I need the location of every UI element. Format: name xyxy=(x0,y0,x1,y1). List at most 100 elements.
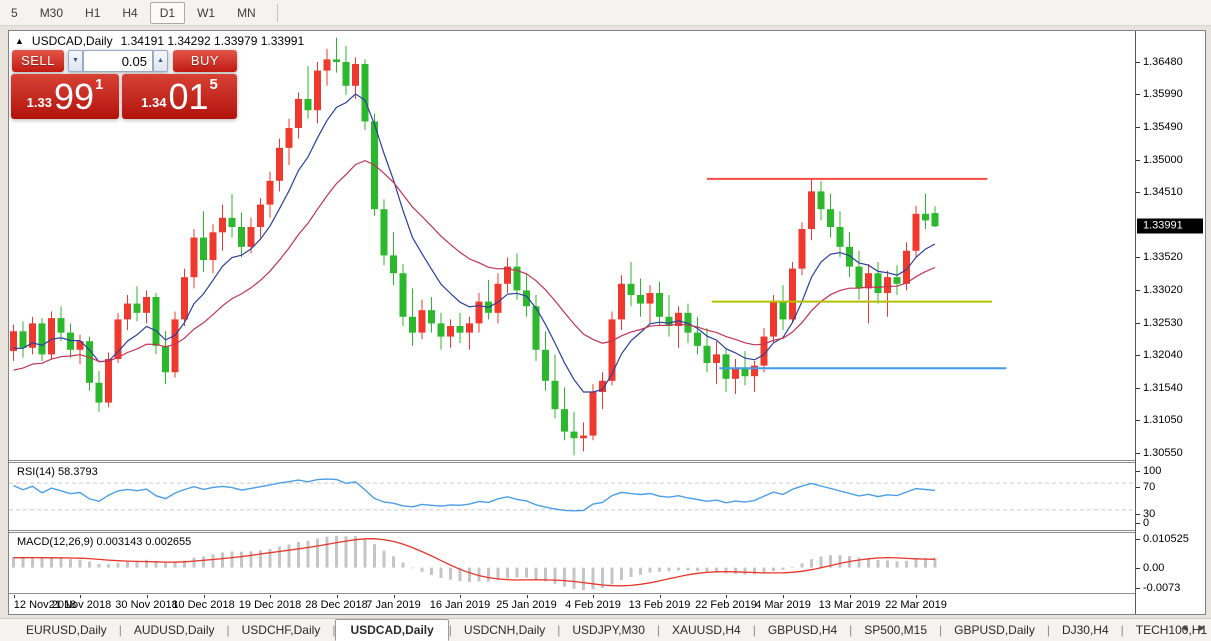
price-axis-label: 1.32040 xyxy=(1136,349,1183,362)
date-axis-label: 4 Mar 2019 xyxy=(755,599,811,611)
pane-splitter[interactable] xyxy=(9,530,1205,533)
date-tick xyxy=(659,595,661,598)
buy-price-prefix: 1.34 xyxy=(141,95,167,110)
price-axis-label: 1.31050 xyxy=(1136,414,1183,427)
chart-tab-gbpusd-daily[interactable]: GBPUSD,Daily xyxy=(954,623,1035,637)
chart-tab-tech100-h1[interactable]: TECH100,H1 xyxy=(1135,623,1208,637)
sell-button[interactable]: SELL xyxy=(12,50,64,72)
sell-price-big: 99 xyxy=(53,76,94,117)
date-axis-label: 19 Dec 2018 xyxy=(238,599,302,611)
date-axis-label: 16 Jan 2019 xyxy=(429,599,491,611)
timeframe-button-m30[interactable]: M30 xyxy=(39,5,64,20)
rsi-axis-label: 30 xyxy=(1135,507,1156,520)
timeframe-toolbar: 5 M30 H1 H4 D1 W1 MN xyxy=(0,0,1211,26)
chart-tab-sp500-m15[interactable]: SP500,M15 xyxy=(864,623,928,637)
chart-header: ▲ USDCAD,Daily 1.34191 1.34292 1.33979 1… xyxy=(15,34,304,48)
price-axis-label: 1.33520 xyxy=(1136,251,1183,264)
pane-splitter xyxy=(9,593,1205,595)
macd-indicator-pane[interactable]: MACD(12,26,9) 0.003143 0.002655 xyxy=(9,533,1135,593)
sell-price-display[interactable]: 1.33 99 1 xyxy=(11,74,119,119)
buy-button[interactable]: BUY xyxy=(173,50,237,72)
pane-splitter[interactable] xyxy=(9,460,1205,463)
macd-axis-label: 0.00 xyxy=(1135,561,1165,574)
tab-scroll-controls: ◄ ► xyxy=(1179,623,1207,634)
price-axis[interactable]: 1.36480 1.35990 1.35490 1.35000 1.34510 1.335… xyxy=(1135,31,1205,614)
tab-scroll-right-icon[interactable]: ► xyxy=(1197,623,1207,634)
rsi-axis-label: 0 xyxy=(1135,517,1150,529)
date-tick xyxy=(80,595,81,598)
date-axis-label: 28 Dec 2018 xyxy=(305,599,368,611)
rsi-indicator-pane[interactable]: RSI(14) 58.3793 xyxy=(9,463,1135,530)
date-tick xyxy=(526,595,528,598)
price-axis-label: 1.34510 xyxy=(1136,186,1183,198)
date-axis-label: 12 Nov 2018 xyxy=(13,599,77,611)
tab-separator: | xyxy=(448,623,452,637)
chart-tab-dj30-h4[interactable]: DJ30,H4 xyxy=(1061,623,1109,637)
date-tick xyxy=(336,595,338,598)
date-tick xyxy=(916,595,917,598)
price-axis-label: 1.35000 xyxy=(1136,153,1183,166)
timeframe-button-w1[interactable]: W1 xyxy=(197,5,216,20)
chart-tab-xauusd-h4[interactable]: XAUUSD,H4 xyxy=(672,623,741,637)
rsi-label: RSI(14) 58.3793 xyxy=(17,466,98,478)
chart-tab-usdcad-daily[interactable]: USDCAD,Daily xyxy=(335,619,449,641)
date-tick xyxy=(270,595,271,598)
timeframe-button-d1[interactable]: D1 xyxy=(149,1,186,24)
volume-input[interactable] xyxy=(83,50,153,72)
rsi-axis-label: 100 xyxy=(1135,465,1162,477)
main-chart-pane[interactable]: ▲ USDCAD,Daily 1.34191 1.34292 1.33979 1… xyxy=(9,31,1135,460)
chart-tab-gbpusd-h4[interactable]: GBPUSD,H4 xyxy=(767,623,838,637)
tab-separator: | xyxy=(939,623,943,637)
tab-scroll-left-icon[interactable]: ◄ xyxy=(1179,623,1190,634)
buy-price-display[interactable]: 1.34 01 5 xyxy=(122,74,237,119)
date-axis-label: 22 Mar 2019 xyxy=(885,599,947,611)
chart-tab-usdcnh-daily[interactable]: USDCNH,Daily xyxy=(463,623,546,637)
rsi-axis-label: 70 xyxy=(1135,481,1156,494)
chart-symbol-label: USDCAD,Daily xyxy=(31,34,113,48)
date-tick xyxy=(460,595,461,598)
date-axis-label: 25 Jan 2019 xyxy=(496,599,557,611)
date-axis-label: 10 Dec 2018 xyxy=(172,599,235,611)
tab-separator: | xyxy=(1046,623,1050,637)
date-axis-label: 7 Jan 2019 xyxy=(366,599,421,611)
date-tick xyxy=(203,595,205,598)
date-tick xyxy=(393,595,395,598)
price-axis-label: 1.35990 xyxy=(1136,88,1183,101)
macd-axis-label: -0.0073 xyxy=(1135,582,1181,594)
date-axis-label: 22 Feb 2019 xyxy=(695,599,757,611)
tab-separator: | xyxy=(1120,623,1124,637)
chart-tab-usdchf-daily[interactable]: USDCHF,Daily xyxy=(241,623,321,637)
date-tick xyxy=(13,595,15,598)
date-tick xyxy=(783,595,784,598)
date-tick xyxy=(146,595,148,598)
chart-window: ▲ USDCAD,Daily 1.34191 1.34292 1.33979 1… xyxy=(8,30,1206,615)
price-axis-label: 1.33020 xyxy=(1136,284,1183,297)
timeframe-button-mn[interactable]: MN xyxy=(237,5,256,20)
date-axis[interactable]: 12 Nov 2018 21 Nov 2018 30 Nov 2018 10 Dec … xyxy=(9,595,1135,614)
tab-separator: | xyxy=(226,623,230,637)
date-axis-label: 30 Nov 2018 xyxy=(115,599,178,611)
tab-separator: | xyxy=(849,623,853,637)
chart-tab-audusd-daily[interactable]: AUDUSD,Daily xyxy=(133,623,215,637)
volume-decrease-icon[interactable]: ▼ xyxy=(68,50,83,72)
price-axis-label: 1.35490 xyxy=(1136,121,1183,134)
date-tick xyxy=(849,595,851,598)
tab-separator: | xyxy=(332,623,336,637)
date-axis-label: 13 Feb 2019 xyxy=(628,599,691,611)
macd-axis-label: 0.010525 xyxy=(1136,533,1189,545)
chart-ohlc-values: 1.34191 1.34292 1.33979 1.33991 xyxy=(120,34,305,48)
buy-price-big: 01 xyxy=(168,76,209,117)
one-click-trade-panel: SELL ▼ ▲ BUY 1.33 99 1 1.34 01 5 xyxy=(11,47,237,119)
timeframe-button-5[interactable]: 5 xyxy=(11,5,18,20)
chart-tab-usdjpy-m30[interactable]: USDJPY,M30 xyxy=(572,623,645,637)
date-axis-label: 13 Mar 2019 xyxy=(818,599,881,611)
price-axis-label: 1.31540 xyxy=(1136,382,1183,395)
timeframe-button-h1[interactable]: H1 xyxy=(85,5,101,20)
price-axis-label: 1.32530 xyxy=(1136,316,1183,329)
sell-price-prefix: 1.33 xyxy=(26,95,52,110)
tab-separator: | xyxy=(118,623,122,637)
collapse-arrow-icon[interactable]: ▲ xyxy=(15,36,24,46)
timeframe-button-h4[interactable]: H4 xyxy=(122,5,138,20)
volume-increase-icon[interactable]: ▲ xyxy=(153,50,168,72)
chart-tab-eurusd-daily[interactable]: EURUSD,Daily xyxy=(26,623,107,637)
